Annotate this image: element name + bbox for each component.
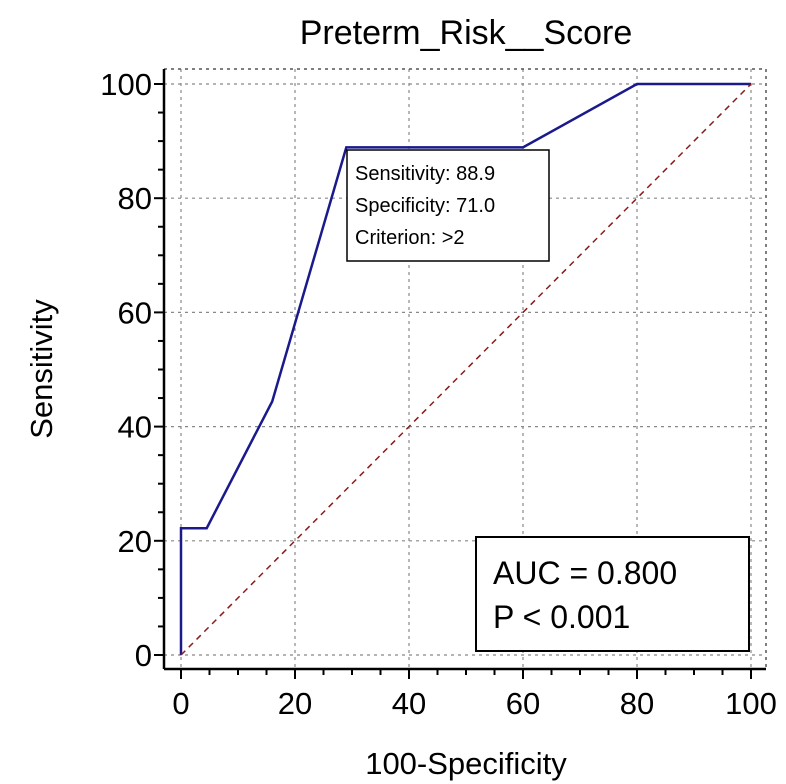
annotation-specificity: Specificity: 71.0 — [355, 195, 495, 217]
x-tick-label-5: 100 — [725, 686, 777, 721]
y-tick-label-4: 80 — [118, 181, 152, 216]
stats-box: AUC = 0.800 P < 0.001 — [475, 536, 750, 652]
x-tick-label-2: 40 — [392, 686, 426, 721]
y-axis-title: Sensitivity — [24, 299, 59, 439]
roc-curve-line — [179, 82, 751, 655]
x-tick-label-4: 80 — [620, 686, 654, 721]
y-tick-label-0: 0 — [135, 638, 152, 673]
x-tick-label-3: 60 — [506, 686, 540, 721]
stats-box-frame — [475, 536, 750, 652]
auc-text: AUC = 0.800 — [493, 555, 677, 591]
annotation-criterion: Criterion: >2 — [355, 227, 465, 249]
tick-layer: 0 20 40 60 80 100 0 20 40 60 80 100 — [100, 67, 777, 721]
annotation-sensitivity: Sensitivity: 88.9 — [355, 163, 495, 185]
chart-title: Preterm_Risk__Score — [300, 14, 633, 52]
y-tick-label-2: 40 — [118, 410, 152, 445]
optimal-point-annotation: Sensitivity: 88.9 Specificity: 71.0 Crit… — [346, 149, 550, 262]
x-tick-label-1: 20 — [278, 686, 312, 721]
y-tick-label-1: 20 — [118, 524, 152, 559]
annotation-box-frame — [346, 149, 550, 262]
p-value-text: P < 0.001 — [493, 599, 630, 635]
series-layer — [179, 82, 752, 656]
x-axis-title: 100-Specificity — [365, 746, 567, 781]
y-tick-label-3: 60 — [118, 295, 152, 330]
y-tick-label-5: 100 — [100, 67, 152, 102]
x-tick-label-0: 0 — [172, 686, 189, 721]
reference-diagonal-line — [180, 83, 752, 656]
